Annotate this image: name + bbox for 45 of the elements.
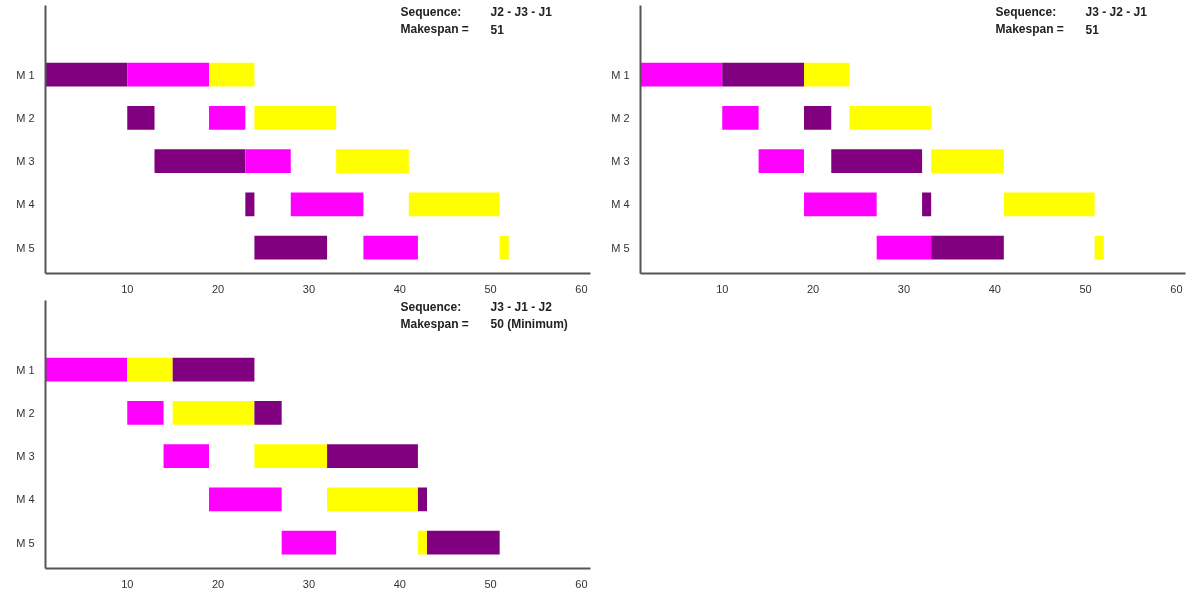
text: J2 - J3 - J1: [490, 4, 553, 19]
y-tick-label: M 4: [611, 198, 630, 211]
y-tick-label: M 5: [611, 241, 630, 254]
x-tick-label: 20: [806, 282, 820, 295]
text: Sequence:: [400, 299, 462, 314]
x-tick-label: 50: [1079, 282, 1092, 295]
y-tick-label: M 4: [16, 493, 35, 506]
text: Makespan =: [400, 317, 469, 332]
text: Makespan =: [995, 22, 1064, 37]
x-tick-label: 60: [1170, 282, 1183, 295]
x-tick-label: 40: [393, 282, 406, 295]
y-tick-label: M 5: [16, 536, 35, 549]
y-tick-label: M 1: [16, 68, 35, 81]
x-tick-label: 30: [897, 282, 911, 295]
x-tick-label: 30: [302, 577, 316, 590]
y-tick-label: M 1: [16, 363, 35, 376]
y-tick-label: M 3: [16, 450, 35, 463]
y-tick-label: M 4: [16, 198, 35, 211]
text: 50 (Minimum): [490, 317, 568, 332]
y-tick-label: M 2: [16, 111, 35, 124]
y-tick-label: M 2: [16, 406, 35, 419]
text: Makespan =: [400, 22, 469, 37]
y-tick-label: M 3: [611, 155, 630, 168]
text: Sequence:: [400, 4, 462, 19]
text: 51: [1085, 22, 1100, 37]
x-tick-label: 30: [302, 282, 316, 295]
x-tick-label: 10: [716, 282, 729, 295]
x-tick-label: 40: [393, 577, 406, 590]
text: 51: [490, 22, 505, 37]
x-tick-label: 10: [121, 577, 134, 590]
text: Sequence:: [995, 4, 1057, 19]
text: J3 - J1 - J2: [490, 299, 553, 314]
x-tick-label: 60: [575, 282, 588, 295]
x-tick-label: 50: [484, 577, 497, 590]
x-tick-label: 10: [121, 282, 134, 295]
text: J3 - J2 - J1: [1085, 4, 1148, 19]
y-tick-label: M 2: [611, 111, 630, 124]
y-tick-label: M 1: [611, 68, 630, 81]
y-tick-label: M 5: [16, 241, 35, 254]
y-tick-label: M 3: [16, 155, 35, 168]
x-tick-label: 40: [988, 282, 1001, 295]
x-tick-label: 60: [575, 577, 588, 590]
x-tick-label: 50: [484, 282, 497, 295]
x-tick-label: 20: [211, 577, 225, 590]
x-tick-label: 20: [211, 282, 225, 295]
